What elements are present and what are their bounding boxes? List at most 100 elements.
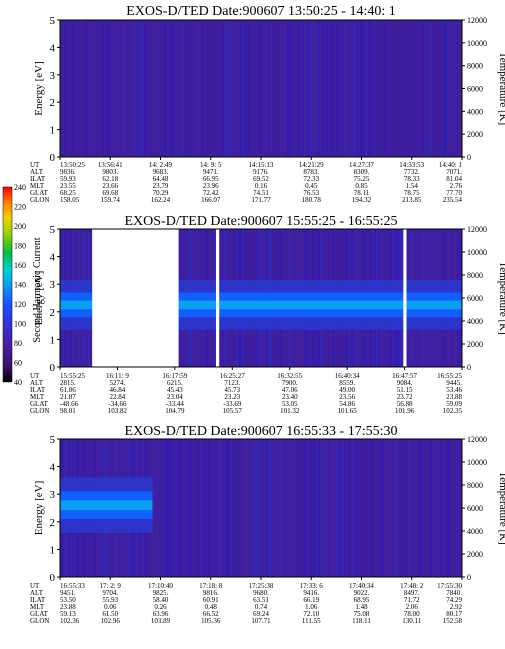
orbit-cell: 14:40: 1: [439, 161, 463, 169]
orbit-cell: 7732.: [404, 168, 420, 176]
orbit-cell: 23.55: [60, 182, 76, 190]
spectrogram-column: [166, 439, 168, 577]
y-tick-label: 2: [50, 517, 56, 529]
spectrogram-column: [356, 20, 358, 157]
orbit-cell: 101.65: [338, 407, 358, 415]
colorbar-ticks: 40 60 80 100 120 140 160 180 200 220 240: [14, 183, 26, 387]
spectrogram-column: [204, 20, 206, 157]
spectrogram-column: [66, 20, 68, 157]
orbit-cell: 23.79: [153, 182, 169, 190]
spectrogram-column: [164, 20, 166, 157]
y-tick-label: 4: [50, 252, 56, 264]
spectrogram-column: [246, 439, 248, 577]
y2-tick-label: 0: [467, 153, 471, 162]
orbit-cell: 17:40:34: [349, 582, 374, 590]
spectrogram-column: [248, 20, 250, 157]
spectrogram-column: [178, 439, 180, 577]
orbit-cell: 22.84: [110, 393, 126, 401]
colorbar-tick-label: 200: [14, 222, 26, 231]
spectrogram-column: [226, 20, 228, 157]
spectrogram-column: [142, 20, 144, 157]
orbit-cell: 9836.: [60, 168, 76, 176]
spectrogram-column: [336, 20, 338, 157]
orbit-cell: 0.45: [305, 182, 318, 190]
spectrogram-column: [326, 439, 328, 577]
spectrogram-column: [148, 20, 150, 157]
spectrogram-column: [130, 20, 132, 157]
orbit-cell: 9471.: [203, 168, 219, 176]
spectrogram-column: [192, 439, 194, 577]
orbit-cell: 53.05: [282, 400, 298, 408]
spectrogram-column: [202, 20, 204, 157]
orbit-cell: 53.50: [60, 596, 76, 604]
y2-tick-label: 4000: [467, 527, 483, 536]
orbit-cell: 16:55:33: [60, 582, 85, 590]
orbit-cell: 17:33: 6: [300, 582, 324, 590]
orbit-cell: 1.48: [355, 603, 368, 611]
orbit-cell: 16:32:55: [277, 372, 302, 380]
orbit-row-label: ALT: [30, 168, 44, 176]
orbit-cell: 9451.: [60, 589, 76, 597]
orbit-cell: 17:55:30: [437, 582, 462, 590]
panel-3: EXOS-D/TED Date:900607 16:55:33 - 17:55:…: [30, 424, 505, 625]
spectrogram-column: [314, 20, 316, 157]
orbit-cell: 9022.: [354, 589, 370, 597]
orbit-cell: 103.82: [108, 407, 128, 415]
orbit-cell: 158.05: [60, 196, 80, 204]
y-tick-label: 0: [50, 152, 56, 164]
orbit-cell: 118.11: [352, 617, 371, 625]
spectrogram-column: [370, 439, 372, 577]
y2-axis-label: Temperature [K]: [497, 52, 505, 125]
orbit-cell: 101.96: [395, 407, 415, 415]
spectrogram-column: [324, 439, 326, 577]
y2-tick-label: 10000: [467, 39, 487, 48]
spectrogram-column: [140, 20, 142, 157]
y2-tick-label: 6000: [467, 294, 483, 303]
spectrogram-column: [114, 20, 116, 157]
spectrogram-column: [430, 439, 432, 577]
colorbar-tick-label: 160: [14, 261, 26, 270]
orbit-cell: 72.42: [203, 189, 219, 197]
orbit-cell: 101.32: [280, 407, 300, 415]
orbit-cell: 63.51: [253, 596, 269, 604]
spectrogram-column: [330, 20, 332, 157]
spectrogram-column: [152, 439, 154, 577]
orbit-cell: 16:47:57: [392, 372, 417, 380]
orbit-cell: 66.52: [203, 610, 219, 618]
orbit-cell: 13:56:41: [98, 161, 123, 169]
panel-title: EXOS-D/TED Date:900607 16:55:33 - 17:55:…: [125, 424, 398, 439]
orbit-cell: 76.53: [303, 189, 319, 197]
orbit-cell: 9176.: [253, 168, 269, 176]
spectrogram-column: [352, 20, 354, 157]
spectrogram-column: [266, 20, 268, 157]
spectrogram-column: [258, 439, 260, 577]
orbit-cell: 111.55: [302, 617, 321, 625]
orbit-cell: 75.25: [354, 175, 370, 183]
orbit-cell: 152.58: [443, 617, 463, 625]
y-tick-label: 1: [50, 334, 56, 346]
orbit-row-label: ILAT: [30, 596, 46, 604]
orbit-cell: 8309.: [354, 168, 370, 176]
spectrogram-column: [200, 439, 202, 577]
spectrogram-column: [388, 439, 390, 577]
orbit-cell: 14:27:37: [349, 161, 374, 169]
orbit-cell: 0.26: [154, 603, 167, 611]
y-tick-label: 5: [50, 15, 56, 27]
orbit-cell: 9816.: [203, 589, 219, 597]
spectrogram-column: [136, 20, 138, 157]
spectrogram-column: [330, 439, 332, 577]
orbit-cell: 59.93: [60, 175, 76, 183]
orbit-cell: 0.48: [205, 603, 218, 611]
orbit-cell: 75.08: [354, 610, 370, 618]
orbit-cell: 14: 2:49: [149, 161, 173, 169]
orbit-cell: 17:25:38: [249, 582, 274, 590]
spectrogram-column: [360, 20, 362, 157]
y-tick-label: 1: [50, 544, 56, 556]
orbit-cell: 78.33: [404, 175, 420, 183]
orbit-cell: 54.86: [339, 400, 355, 408]
orbit-cell: 235.54: [443, 196, 463, 204]
y-tick-label: 5: [50, 434, 56, 446]
orbit-cell: 23.88: [60, 603, 76, 611]
orbit-cell: 213.85: [402, 196, 422, 204]
